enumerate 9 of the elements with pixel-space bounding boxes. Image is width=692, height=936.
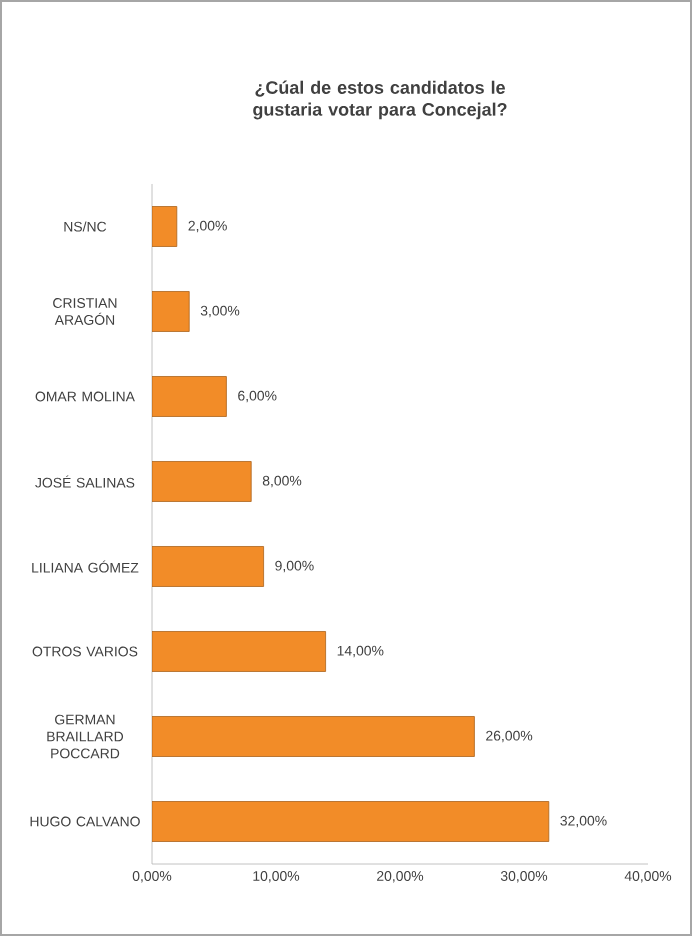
chart-title: ¿Cúal de estos candidatos le gustaria votar para Concejal? bbox=[253, 80, 507, 120]
bar bbox=[152, 801, 550, 842]
bar bbox=[152, 461, 252, 502]
bar bbox=[152, 546, 264, 587]
bar bbox=[152, 376, 227, 417]
bar bbox=[152, 716, 475, 757]
bar bbox=[152, 206, 177, 247]
bar bbox=[152, 291, 190, 332]
bar bbox=[152, 631, 326, 672]
